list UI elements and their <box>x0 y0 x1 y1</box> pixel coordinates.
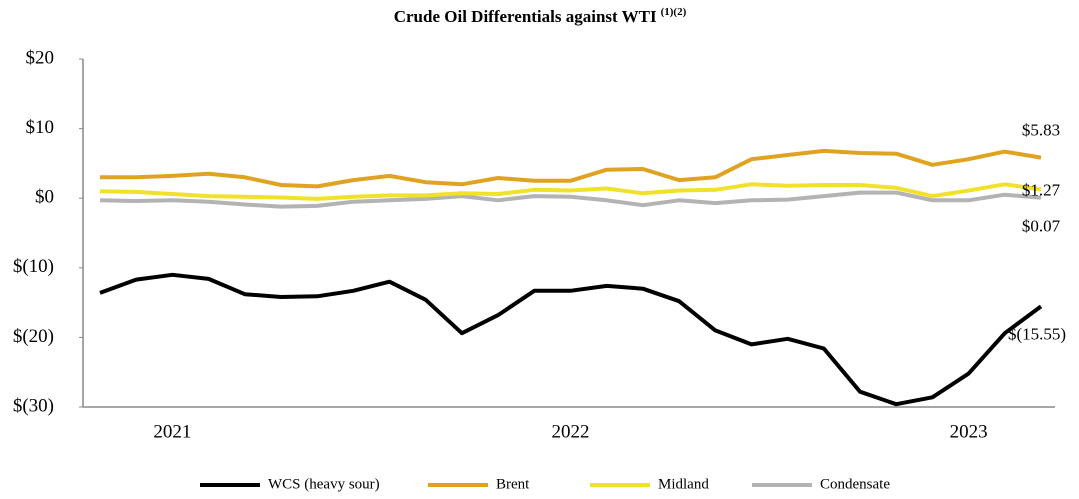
legend-label: Brent <box>496 476 530 492</box>
x-tick-label: 2022 <box>552 421 590 442</box>
value-label: $1.27 <box>1022 180 1061 199</box>
series-line <box>99 190 1042 209</box>
title-superscript: (1)(2) <box>661 6 687 18</box>
title-text: Crude Oil Differentials against WTI <box>394 7 657 26</box>
value-label: $0.07 <box>1022 217 1061 236</box>
y-tick-label: $(30) <box>13 395 54 416</box>
series-line <box>99 272 1043 407</box>
legend-label: Midland <box>658 476 709 492</box>
x-tick-label: 2021 <box>153 421 191 442</box>
y-tick-label: $(10) <box>13 256 54 277</box>
series-line <box>99 182 1042 201</box>
chart-title: Crude Oil Differentials against WTI (1)(2… <box>394 6 687 26</box>
legend-label: WCS (heavy sour) <box>268 476 380 492</box>
y-tick-label: $10 <box>26 117 55 138</box>
legend-label: Condensate <box>820 476 890 492</box>
x-tick-label: 2023 <box>950 421 988 442</box>
value-label: $(15.55) <box>1008 324 1066 343</box>
y-tick-label: $0 <box>35 187 54 208</box>
y-tick-label: $(20) <box>13 326 54 347</box>
y-tick-label: $20 <box>26 47 55 68</box>
value-label: $5.83 <box>1022 121 1060 140</box>
series-line <box>100 148 1042 189</box>
